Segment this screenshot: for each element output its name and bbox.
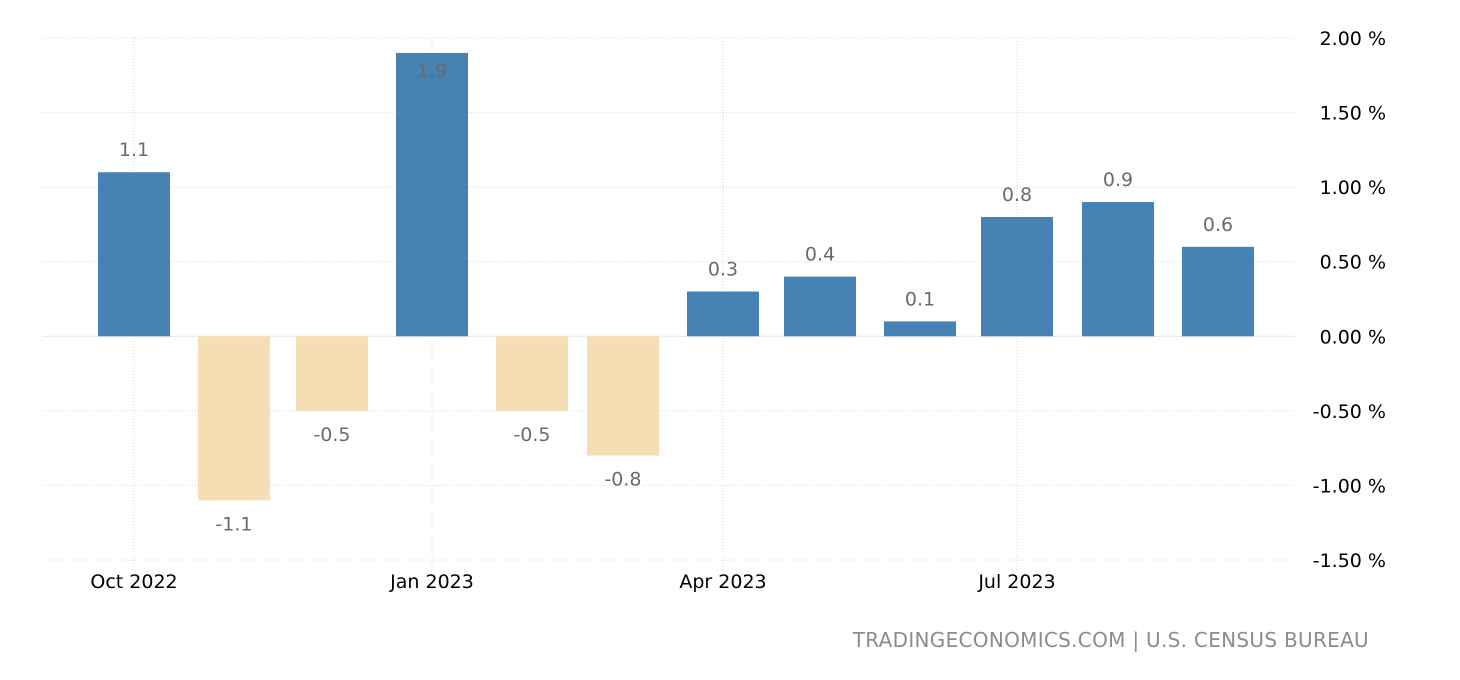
bar [884,321,956,337]
y-tick-label: -1.50 % [1313,550,1386,572]
bar [296,336,368,411]
data-label: 0.8 [1002,184,1032,206]
data-label: 0.1 [905,288,935,310]
bar [496,336,568,411]
x-tick-label: Jan 2023 [389,571,474,593]
data-label: -0.8 [604,469,641,491]
bar [198,336,270,501]
x-tick-label: Apr 2023 [679,571,766,593]
bar [981,216,1053,337]
data-label: -0.5 [513,424,550,446]
bars [98,52,1254,501]
x-axis-ticks: Oct 2022 Jan 2023 Apr 2023 Jul 2023 [90,571,1055,593]
data-labels: 1.1 -1.1 -0.5 1.9 -0.5 -0.8 0.3 0.4 0.1 0.8 0.9 0.6 [119,60,1233,535]
bar [1182,246,1254,337]
y-tick-label: 1.00 % [1320,177,1386,199]
y-axis-ticks: 2.00 % 1.50 % 1.00 % 0.50 % 0.00 % -0.50 % -1.… [1313,28,1386,572]
x-tick-label: Jul 2023 [977,571,1055,593]
bar [1082,202,1154,337]
y-tick-label: 0.00 % [1320,326,1386,348]
data-label: -1.1 [215,513,252,535]
y-tick-label: -1.00 % [1313,475,1386,497]
data-label: 0.3 [708,259,738,281]
bar [784,276,856,337]
y-tick-label: 0.50 % [1320,252,1386,274]
data-label: 0.6 [1203,214,1233,236]
bar [687,291,759,337]
source-attribution: TRADINGECONOMICS.COM | U.S. CENSUS BUREA… [852,628,1369,652]
data-label: -0.5 [313,424,350,446]
bar [98,172,170,337]
x-tick-label: Oct 2022 [90,571,177,593]
bar [587,336,659,456]
data-label: 1.1 [119,139,149,161]
y-tick-label: -0.50 % [1313,401,1386,423]
data-label: 0.9 [1103,169,1133,191]
bar [396,52,468,337]
data-label: 0.4 [805,244,835,266]
y-tick-label: 1.50 % [1320,103,1386,125]
y-tick-label: 2.00 % [1320,28,1386,50]
data-label: 1.9 [417,60,447,82]
